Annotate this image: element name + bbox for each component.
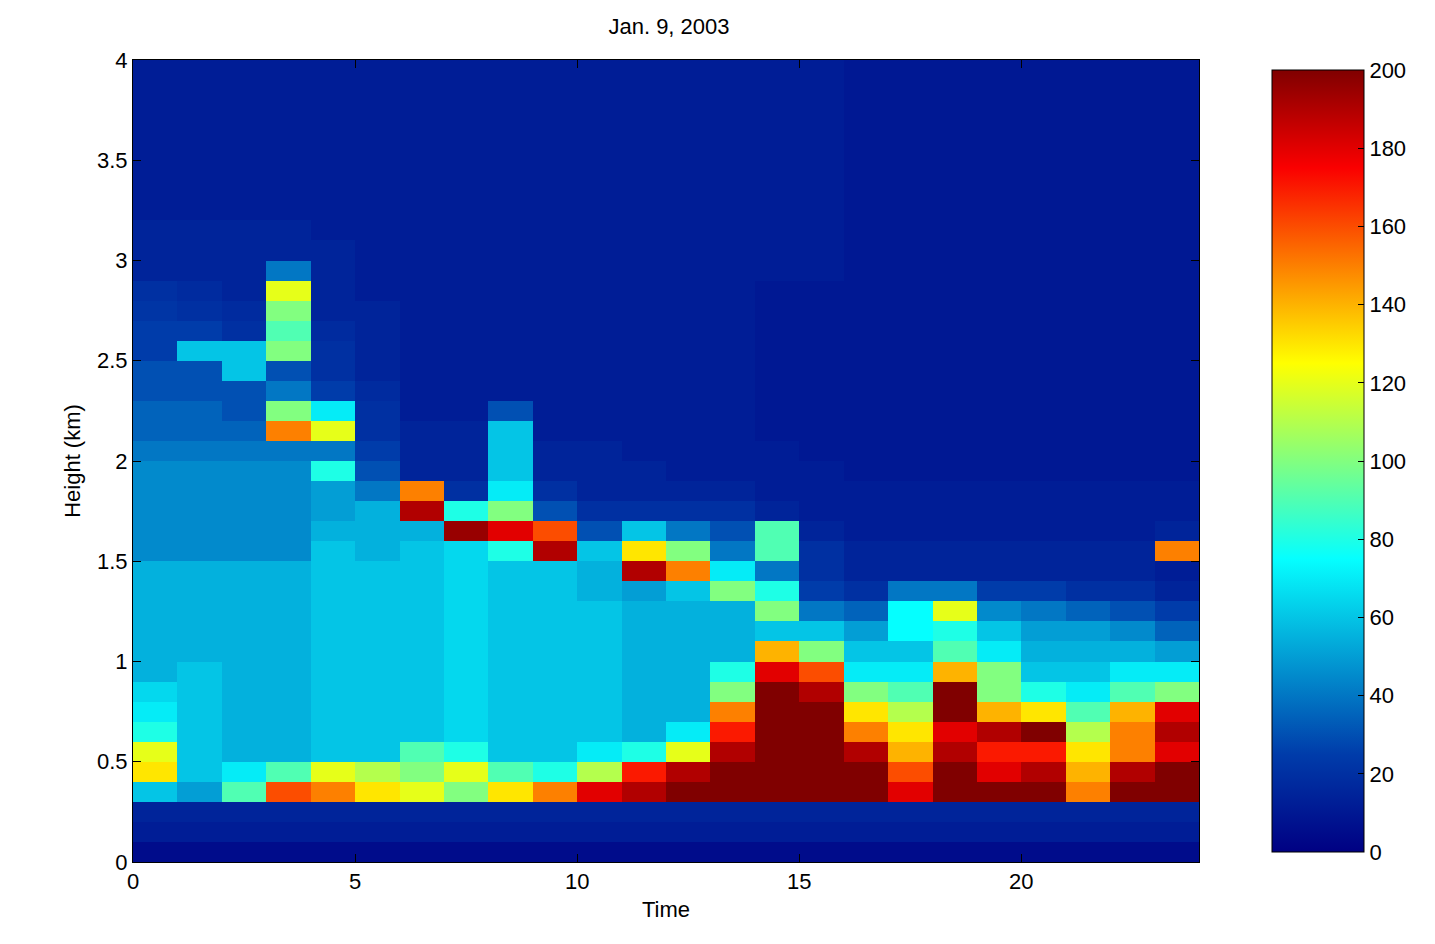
svg-text:15: 15: [787, 869, 811, 894]
svg-text:5: 5: [349, 869, 361, 894]
svg-text:20: 20: [1009, 869, 1033, 894]
svg-text:20: 20: [1369, 762, 1393, 787]
svg-text:0: 0: [1369, 840, 1381, 865]
svg-text:180: 180: [1369, 136, 1406, 161]
svg-text:120: 120: [1369, 371, 1406, 396]
svg-text:0: 0: [127, 869, 139, 894]
svg-text:4: 4: [115, 48, 127, 73]
svg-text:2: 2: [115, 449, 127, 474]
svg-text:0.5: 0.5: [97, 749, 128, 774]
svg-text:3: 3: [115, 248, 127, 273]
svg-text:80: 80: [1369, 527, 1393, 552]
svg-text:100: 100: [1369, 449, 1406, 474]
svg-text:140: 140: [1369, 292, 1406, 317]
svg-text:200: 200: [1369, 58, 1406, 83]
svg-text:160: 160: [1369, 214, 1406, 239]
svg-text:1.5: 1.5: [97, 549, 128, 574]
svg-text:2.5: 2.5: [97, 348, 128, 373]
svg-text:Jan. 9, 2003: Jan. 9, 2003: [608, 14, 729, 39]
svg-text:40: 40: [1369, 683, 1393, 708]
svg-text:3.5: 3.5: [97, 148, 128, 173]
svg-text:1: 1: [115, 649, 127, 674]
svg-text:Time: Time: [642, 897, 690, 922]
svg-text:0: 0: [115, 850, 127, 875]
svg-text:60: 60: [1369, 605, 1393, 630]
svg-text:Height (km): Height (km): [60, 404, 85, 518]
svg-text:10: 10: [565, 869, 589, 894]
